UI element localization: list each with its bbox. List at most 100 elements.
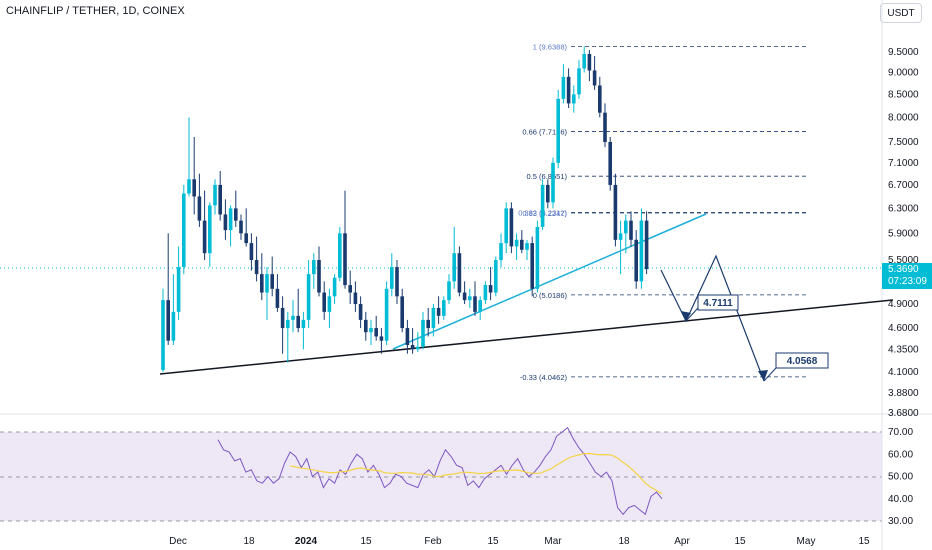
candle-body[interactable] [275,288,280,308]
candle-body[interactable] [182,193,186,268]
candle-body[interactable] [431,307,436,329]
candle-body[interactable] [254,260,259,275]
candle-body[interactable] [192,179,196,197]
candle-body[interactable] [353,292,358,305]
candle-body[interactable] [208,205,212,254]
candle-body[interactable] [166,300,170,341]
candle-body[interactable] [280,307,285,329]
candle-body[interactable] [561,76,566,99]
candle-body[interactable] [358,304,363,320]
candle-body[interactable] [577,68,581,95]
candle-body[interactable] [488,285,493,293]
candle-body[interactable] [374,328,378,337]
candle-body[interactable] [483,285,488,301]
candle-body[interactable] [265,274,269,293]
candle-body[interactable] [301,319,306,329]
candle-body[interactable] [416,346,420,350]
candle-body[interactable] [540,184,545,227]
candle-body[interactable] [218,184,222,215]
candle-body[interactable] [322,292,326,312]
candle-body[interactable] [312,260,316,275]
candle-body[interactable] [213,184,217,206]
candle-body[interactable] [514,239,519,247]
candle-body[interactable] [494,260,498,293]
candle-body[interactable] [504,208,508,244]
candle-body[interactable] [228,208,233,231]
candle-body[interactable] [447,281,451,301]
candle-body[interactable] [400,296,404,329]
candle-body[interactable] [369,328,373,333]
candle-body[interactable] [603,112,607,142]
candle-body[interactable] [525,243,529,250]
candle-body[interactable] [390,267,394,289]
candle-body[interactable] [535,226,540,289]
candle-body[interactable] [499,243,503,261]
candle-body[interactable] [452,253,456,282]
candle-body[interactable] [223,214,228,231]
candle-body[interactable] [364,319,368,333]
candle-body[interactable] [291,315,295,320]
candle-body[interactable] [384,288,389,341]
candle-body[interactable] [426,319,430,329]
candle-body[interactable] [202,220,207,254]
candle-body[interactable] [317,260,321,293]
candle-body[interactable] [624,220,628,234]
candle-body[interactable] [457,253,462,293]
candle-body[interactable] [332,277,337,297]
candle-body[interactable] [644,220,649,270]
candle-body[interactable] [618,233,623,240]
candle-body[interactable] [249,243,254,261]
candle-body[interactable] [639,220,644,282]
candle-body[interactable] [327,296,332,312]
candle-body[interactable] [572,94,576,104]
candle-body[interactable] [592,70,597,86]
target-callout-2[interactable] [775,352,829,369]
candle-body[interactable] [171,311,176,341]
candle-body[interactable] [410,344,415,350]
candle-body[interactable] [436,307,441,316]
candle-body[interactable] [530,243,534,289]
projection-path[interactable] [660,254,765,382]
candle-body[interactable] [473,296,477,312]
candle-body[interactable] [348,285,352,293]
candle-body[interactable] [634,239,638,282]
candle-body[interactable] [613,184,618,240]
candle-body[interactable] [176,267,181,312]
candle-body[interactable] [338,233,342,278]
candle-body[interactable] [442,300,446,316]
candle-body[interactable] [556,98,560,163]
candle-body[interactable] [462,292,467,301]
candle-body[interactable] [608,141,612,185]
candle-body[interactable] [379,336,384,341]
candle-body[interactable] [296,315,300,329]
candle-body[interactable] [197,196,202,221]
candle-body[interactable] [161,300,165,371]
candle-body[interactable] [306,274,311,320]
candle-body[interactable] [598,85,602,113]
candle-body[interactable] [260,274,264,293]
candle-body[interactable] [234,208,238,221]
candle-body[interactable] [509,208,514,247]
candle-body[interactable] [478,300,482,312]
candle-body[interactable] [405,328,410,345]
candle-body[interactable] [395,267,399,297]
candle-body[interactable] [343,233,347,286]
candle-body[interactable] [421,319,425,347]
candle-body[interactable] [566,76,571,104]
candle-body[interactable] [546,184,550,203]
candle-body[interactable] [582,54,586,69]
main-support-trendline[interactable] [159,299,894,375]
candle-body[interactable] [468,296,472,301]
candle-body[interactable] [270,274,274,289]
candle-body[interactable] [286,319,290,329]
candle-body[interactable] [239,220,243,234]
candle-body[interactable] [587,54,592,71]
target-callout-1[interactable] [697,294,739,311]
candle-body[interactable] [244,233,248,244]
cyan-support-trendline[interactable] [392,213,707,350]
candle-body[interactable] [551,162,555,203]
candle-body[interactable] [520,239,524,250]
candle-body[interactable] [629,220,633,240]
candle-body[interactable] [187,179,191,194]
